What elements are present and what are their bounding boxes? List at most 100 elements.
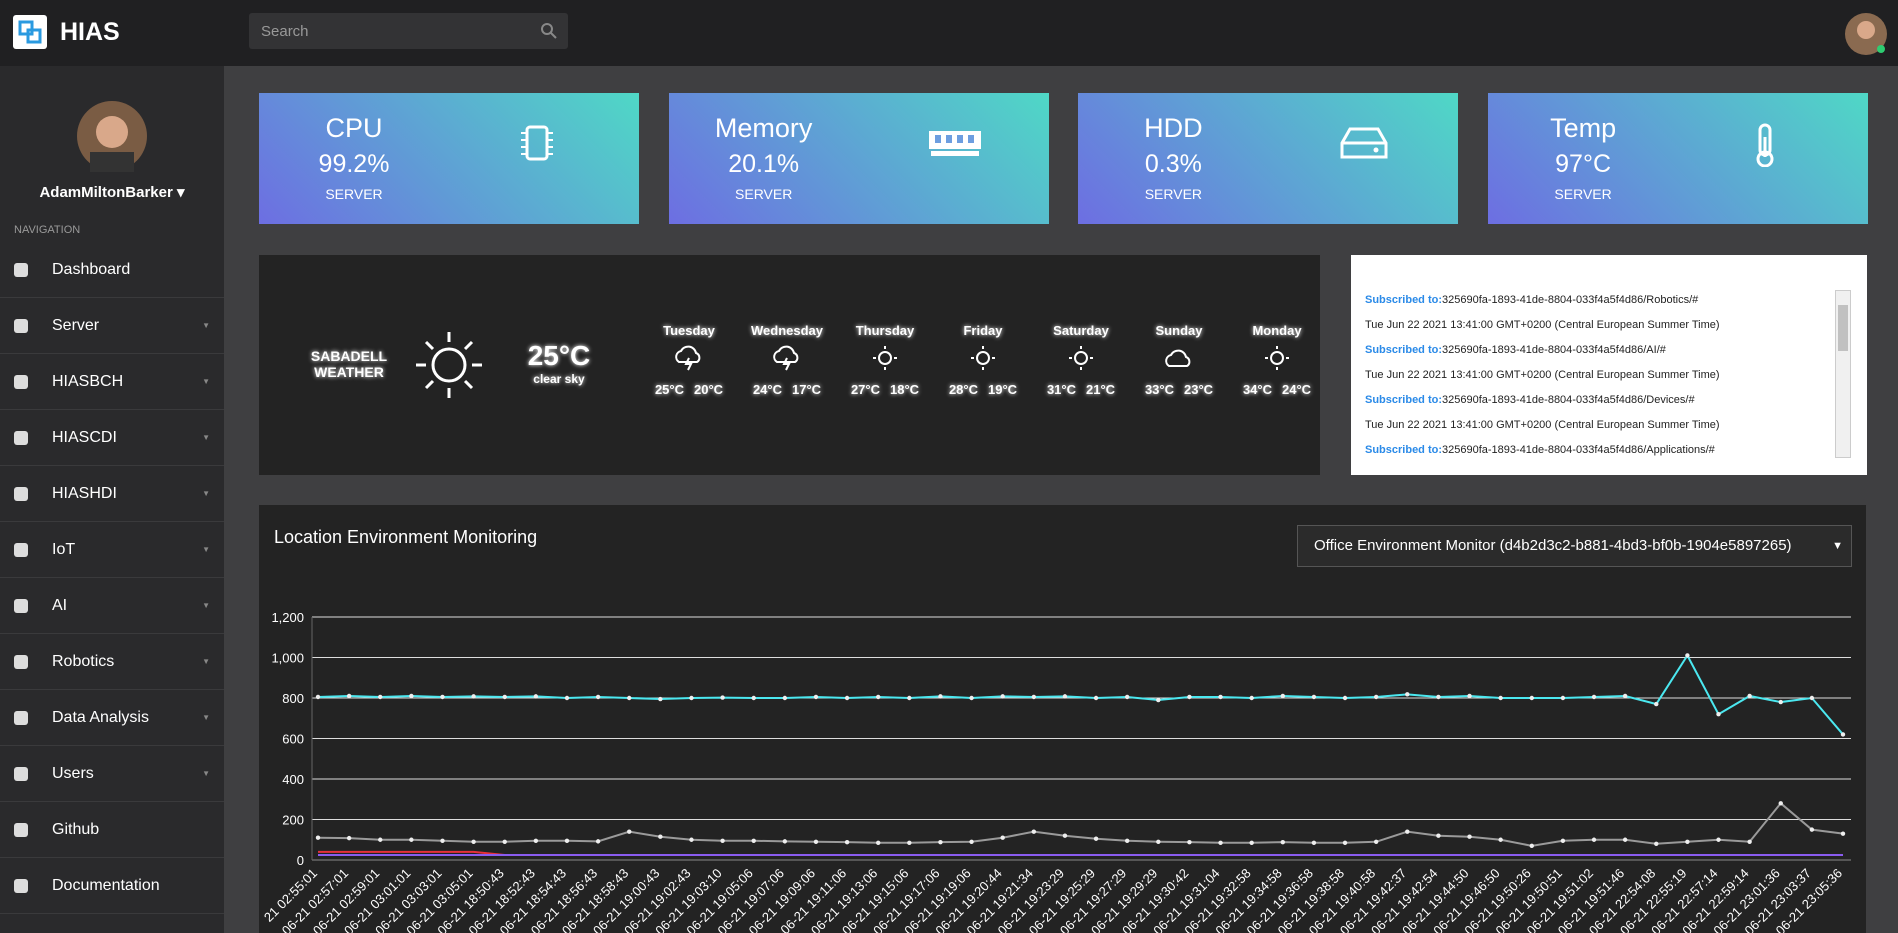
point bbox=[502, 694, 507, 700]
nav-item[interactable]: Server ▼ bbox=[0, 298, 224, 354]
day-icon bbox=[739, 344, 835, 382]
user-name-text: AdamMiltonBarker bbox=[39, 184, 173, 201]
y-tick-label: 1,200 bbox=[271, 610, 304, 625]
point bbox=[533, 694, 539, 699]
point bbox=[502, 839, 507, 844]
search-box[interactable]: Search bbox=[249, 13, 568, 49]
nav-item[interactable]: Robotics ▼ bbox=[0, 634, 224, 690]
user-name[interactable]: AdamMiltonBarker ▾ bbox=[39, 184, 185, 201]
day-icon-svg bbox=[675, 345, 701, 371]
nav-icon bbox=[14, 598, 28, 613]
nav-label: AI bbox=[52, 596, 68, 614]
nav-heading: NAVIGATION bbox=[14, 224, 81, 236]
point bbox=[315, 835, 321, 840]
point bbox=[720, 838, 725, 843]
sun-icon bbox=[416, 332, 482, 398]
nav-label: Server bbox=[52, 316, 100, 334]
forecast-day: Tuesday 25°C 20°C bbox=[641, 323, 737, 397]
nav-label: HIASCDI bbox=[52, 428, 117, 446]
point bbox=[595, 839, 601, 844]
search-placeholder: Search bbox=[261, 23, 309, 40]
nav-item[interactable]: HIASCDI ▼ bbox=[0, 410, 224, 466]
card-title: HDD bbox=[1144, 113, 1203, 143]
point bbox=[689, 695, 694, 701]
card-icon bbox=[1338, 123, 1398, 172]
day-icon bbox=[837, 344, 933, 382]
nav-item[interactable]: Users ▼ bbox=[0, 746, 224, 802]
point bbox=[627, 829, 632, 834]
brand: HIAS bbox=[60, 18, 120, 46]
current-desc: clear sky bbox=[533, 372, 585, 386]
card-icon-svg bbox=[1756, 123, 1774, 168]
card-icon-svg bbox=[521, 125, 553, 161]
day-temps: 28°C 19°C bbox=[935, 382, 1031, 397]
nav-item[interactable]: HIASHDI ▼ bbox=[0, 466, 224, 522]
point bbox=[782, 695, 788, 701]
point bbox=[346, 835, 352, 841]
chart-title: Location Environment Monitoring bbox=[274, 527, 538, 547]
point bbox=[782, 839, 788, 844]
y-tick-label: 400 bbox=[282, 772, 304, 787]
point bbox=[471, 694, 476, 699]
forecast-day: Friday 28°C 19°C bbox=[935, 323, 1031, 397]
nav-item[interactable]: HIASBCH ▼ bbox=[0, 354, 224, 410]
day-high: 24°C bbox=[752, 382, 782, 397]
sidebar: AdamMiltonBarker ▾ NAVIGATION Dashboard S… bbox=[0, 66, 224, 933]
log-text: 325690fa-1893-41de-8804-033f4a5f4d86/App… bbox=[1442, 444, 1715, 456]
series-line bbox=[317, 801, 1844, 847]
day-icon-svg bbox=[1069, 346, 1093, 370]
card-icon-svg bbox=[1340, 127, 1388, 159]
card-icon-svg bbox=[928, 131, 981, 156]
nav-item[interactable]: Data Analysis ▼ bbox=[0, 690, 224, 746]
log-line: Tue Jun 22 2021 13:41:00 GMT+0200 (Centr… bbox=[1365, 313, 1835, 338]
point bbox=[1405, 692, 1410, 697]
day-temps: 33°C 23°C bbox=[1131, 382, 1227, 397]
nav-icon bbox=[14, 654, 28, 669]
monitor-select[interactable]: Office Environment Monitor (d4b2d3c2-b88… bbox=[1297, 525, 1852, 567]
day-name: Monday bbox=[1252, 323, 1302, 338]
header-avatar[interactable] bbox=[1844, 12, 1888, 56]
day-icon-svg bbox=[1265, 346, 1289, 370]
current-weather: 25°C clear sky bbox=[509, 340, 609, 386]
scrollbar[interactable] bbox=[1835, 290, 1851, 458]
nav-item[interactable]: Github bbox=[0, 802, 224, 858]
chart-panel: Location Environment Monitoring Office E… bbox=[259, 505, 1866, 933]
card-title: Temp bbox=[1550, 113, 1617, 143]
day-high: 31°C bbox=[1046, 382, 1076, 397]
point bbox=[1529, 843, 1534, 849]
point bbox=[533, 838, 539, 843]
point bbox=[1747, 693, 1752, 699]
day-temps: 27°C 18°C bbox=[837, 382, 933, 397]
log-line: Subscribed to:325690fa-1893-41de-8804-03… bbox=[1365, 288, 1835, 313]
point bbox=[1187, 839, 1192, 845]
point bbox=[1124, 838, 1130, 843]
point bbox=[1436, 694, 1441, 700]
nav-item[interactable]: IoT ▼ bbox=[0, 522, 224, 578]
point bbox=[1156, 697, 1161, 703]
card-title: Memory bbox=[714, 113, 813, 143]
header: HIAS Search bbox=[0, 0, 1898, 66]
nav-icon bbox=[14, 822, 28, 837]
point bbox=[1529, 695, 1534, 701]
day-name: Friday bbox=[963, 323, 1003, 338]
y-tick-label: 1,000 bbox=[271, 651, 304, 666]
day-low: 20°C bbox=[694, 382, 724, 397]
nav-label: Robotics bbox=[52, 652, 115, 670]
nav-item[interactable]: Dashboard bbox=[0, 242, 224, 298]
point bbox=[1031, 694, 1037, 700]
point bbox=[1560, 695, 1566, 701]
nav-item[interactable]: Documentation bbox=[0, 858, 224, 914]
nav-item[interactable]: AI ▼ bbox=[0, 578, 224, 634]
day-icon-svg bbox=[773, 345, 799, 371]
nav-arrow: ▼ bbox=[202, 321, 210, 330]
point bbox=[1622, 837, 1628, 842]
point bbox=[1716, 712, 1721, 717]
scroll-thumb[interactable] bbox=[1838, 305, 1848, 351]
card-value: 99.2% bbox=[318, 150, 390, 178]
point bbox=[1405, 829, 1410, 834]
point bbox=[1187, 694, 1192, 700]
day-high: 27°C bbox=[850, 382, 880, 397]
day-low: 17°C bbox=[792, 382, 822, 397]
point bbox=[1311, 694, 1317, 700]
